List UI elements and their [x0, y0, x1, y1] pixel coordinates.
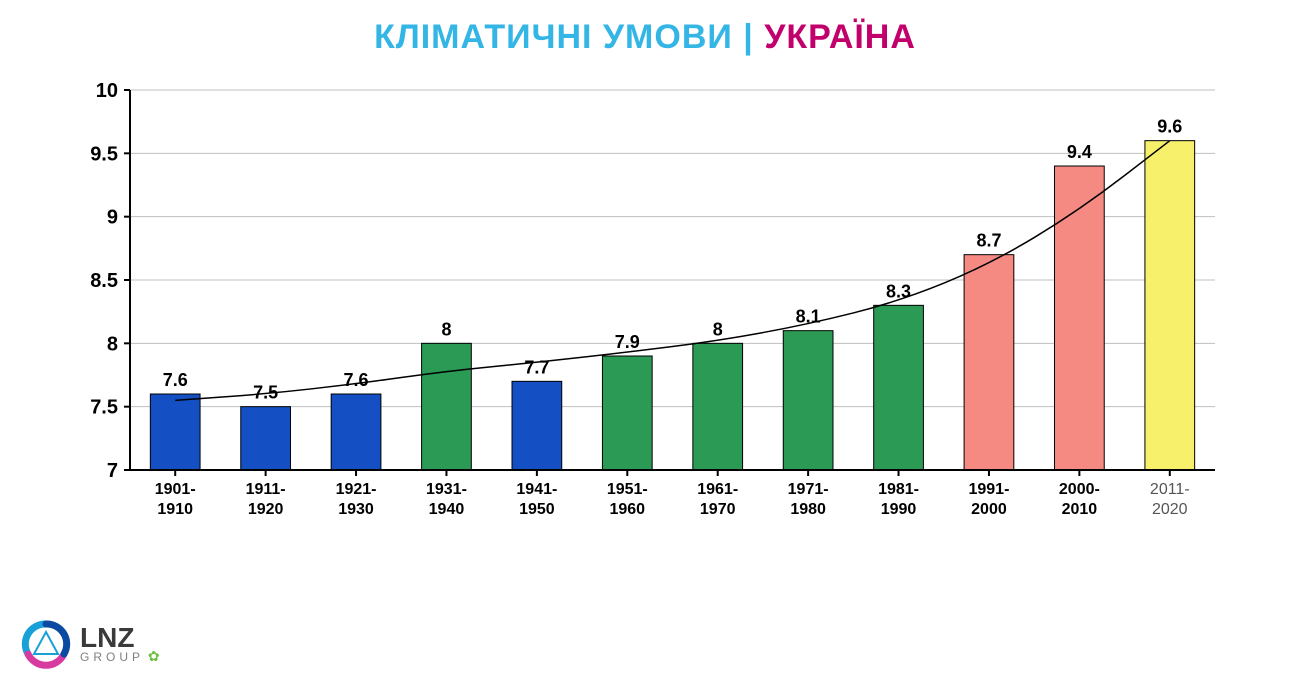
y-tick-label: 7 [107, 460, 118, 482]
bar [602, 356, 652, 470]
x-tick-label: 1991-2000 [968, 481, 1009, 518]
x-tick-label: 1941-1950 [516, 481, 557, 518]
y-tick-label: 9.5 [90, 143, 118, 165]
title-part-climate: КЛІМАТИЧНІ УМОВИ [374, 18, 733, 56]
bar-value-label: 9.6 [1157, 117, 1182, 137]
bar [512, 381, 562, 470]
title-separator: | [733, 18, 764, 56]
bar [150, 394, 200, 470]
bar-value-label: 8 [713, 319, 723, 339]
bar [1145, 141, 1195, 470]
lnz-logo: LNZ GROUP ✿ [20, 618, 160, 670]
trendline [175, 141, 1170, 401]
y-tick-label: 7.5 [90, 397, 118, 419]
bar [1055, 166, 1105, 470]
bar [331, 394, 381, 470]
bar [422, 343, 472, 470]
page-root: КЛІМАТИЧНІ УМОВИ | УКРАЇНА 7 7.5 8 8.5 9 9.5 1… [0, 0, 1290, 682]
bar [964, 255, 1014, 470]
bar [241, 407, 291, 470]
y-tick-label: 10 [96, 80, 118, 102]
bar-value-label: 8.7 [976, 231, 1001, 251]
chart-svg: 77.588.599.5107.67.57.687.77.988.18.38.7… [60, 80, 1230, 560]
bar-value-label: 9.4 [1067, 142, 1092, 162]
x-tick-label: 1951-1960 [607, 481, 648, 518]
leaf-icon: ✿ [144, 648, 160, 664]
y-tick-label: 9 [107, 207, 118, 229]
x-tick-label: 1931-1940 [426, 481, 467, 518]
logo-mark-icon [20, 618, 72, 670]
y-tick-label: 8.5 [90, 270, 118, 292]
logo-text-block: LNZ GROUP ✿ [80, 624, 160, 665]
bar-value-label: 7.7 [524, 357, 549, 377]
bar-value-label: 7.9 [615, 332, 640, 352]
bar-value-label: 7.6 [163, 370, 188, 390]
x-tick-label: 2011-2020 [1150, 481, 1190, 518]
x-tick-label: 1961-1970 [697, 481, 738, 518]
x-tick-label: 2000-2010 [1059, 481, 1100, 518]
x-tick-label: 1901-1910 [155, 481, 196, 518]
x-tick-label: 1921-1930 [336, 481, 377, 518]
logo-subtext-label: GROUP [80, 650, 144, 664]
logo-subtext: GROUP ✿ [80, 648, 160, 665]
bar [693, 343, 743, 470]
bar [874, 305, 924, 470]
x-tick-label: 1981-1990 [878, 481, 919, 518]
y-tick-label: 8 [107, 333, 118, 355]
title-part-ukraine: УКРАЇНА [764, 18, 916, 56]
bar-value-label: 8 [441, 319, 451, 339]
climate-bar-chart: 77.588.599.5107.67.57.687.77.988.18.38.7… [60, 80, 1230, 560]
x-tick-label: 1911-1920 [246, 481, 286, 518]
bar-value-label: 7.6 [344, 370, 369, 390]
bar-value-label: 8.3 [886, 281, 911, 301]
bar [783, 331, 833, 470]
page-title: КЛІМАТИЧНІ УМОВИ | УКРАЇНА [0, 0, 1290, 67]
x-tick-label: 1971-1980 [788, 481, 829, 518]
